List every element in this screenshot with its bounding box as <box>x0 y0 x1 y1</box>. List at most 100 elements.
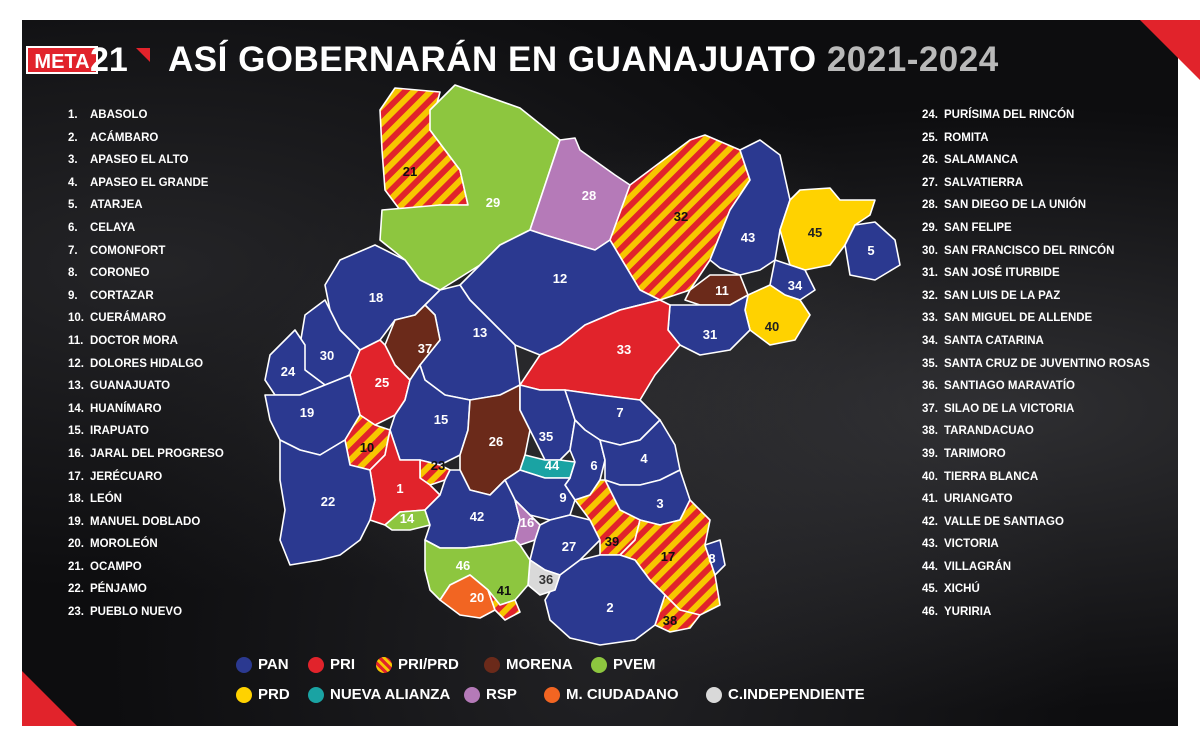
municipality-name: CORONEO <box>90 267 150 280</box>
page-title: ASÍ GOBERNARÁN EN GUANAJUATO 2021-2024 <box>168 40 999 80</box>
legend-item-prp: PRI/PRD <box>376 656 459 673</box>
legend-label: PRI <box>330 656 356 673</box>
municipality-name: ATARJEA <box>90 199 143 212</box>
map-label-33: 33 <box>617 342 631 357</box>
corner-decoration-bottom-left <box>22 671 77 726</box>
municipality-number: 42. <box>922 515 938 528</box>
map-label-14: 14 <box>400 511 415 526</box>
municipality-number: 30. <box>922 244 938 257</box>
map-label-28: 28 <box>582 188 596 203</box>
municipality-list-item: 12. DOLORES HIDALGO <box>68 353 224 376</box>
map-label-20: 20 <box>470 590 484 605</box>
municipality-name: MOROLEÓN <box>90 538 158 551</box>
municipality-name: JARAL DEL PROGRESO <box>90 447 224 460</box>
municipality-number: 5. <box>68 199 78 212</box>
municipality-name: VILLAGRÁN <box>944 560 1012 573</box>
municipality-number: 41. <box>922 493 938 506</box>
municipality-name: SALAMANCA <box>944 154 1019 167</box>
map-label-29: 29 <box>486 195 500 210</box>
municipality-list-item: 46. YURIRIA <box>922 601 1150 624</box>
municipality-list-item: 30. SAN FRANCISCO DEL RINCÓN <box>922 240 1150 263</box>
municipality-number: 32. <box>922 289 938 302</box>
municipality-name: SAN FRANCISCO DEL RINCÓN <box>944 244 1115 257</box>
legend: PAN PRI PRI/PRD MORENA PVEM PRD NUEVA ALIANZA R… <box>236 654 936 714</box>
region-5 <box>844 221 901 281</box>
legend-swatch-icon <box>706 686 722 703</box>
legend-label: RSP <box>486 686 517 703</box>
municipality-list-item: 11. DOCTOR MORA <box>68 330 224 353</box>
municipality-list-item: 24. PURÍSIMA DEL RINCÓN <box>922 104 1150 127</box>
map-label-15: 15 <box>434 412 448 427</box>
map-label-36: 36 <box>539 572 553 587</box>
municipality-list-item: 23. PUEBLO NUEVO <box>68 601 224 624</box>
municipality-list-right: 24. PURÍSIMA DEL RINCÓN 25. ROMITA 26. SALAMA… <box>922 104 1150 624</box>
legend-item-mor: MORENA <box>484 656 573 673</box>
municipality-list-item: 8. CORONEO <box>68 262 224 285</box>
municipality-name: TARIMORO <box>944 447 1006 460</box>
map-label-2: 2 <box>606 600 613 615</box>
legend-swatch-icon <box>544 686 560 703</box>
legend-swatch-icon <box>484 656 500 673</box>
municipality-number: 21. <box>68 560 84 573</box>
municipality-number: 7. <box>68 244 78 257</box>
municipality-list-item: 26. SALAMANCA <box>922 149 1150 172</box>
municipality-name: SAN MIGUEL DE ALLENDE <box>944 312 1093 325</box>
municipality-list-item: 42. VALLE DE SANTIAGO <box>922 511 1150 534</box>
municipality-number: 8. <box>68 267 78 280</box>
legend-label: PRI/PRD <box>398 656 459 673</box>
municipality-name: DOCTOR MORA <box>90 334 178 347</box>
municipality-name: CUERÁMARO <box>90 312 167 325</box>
municipality-name: XICHÚ <box>944 583 980 596</box>
municipality-list-item: 18. LEÓN <box>68 488 224 511</box>
municipality-name: SAN JOSÉ ITURBIDE <box>944 267 1060 280</box>
municipality-number: 19. <box>68 515 84 528</box>
municipality-number: 35. <box>922 357 938 370</box>
map-label-16: 16 <box>520 515 534 530</box>
map-label-38: 38 <box>663 613 677 628</box>
municipality-list-item: 9. CORTAZAR <box>68 285 224 308</box>
meta21-logo: META 21 <box>26 40 154 80</box>
municipality-list-item: 39. TARIMORO <box>922 443 1150 466</box>
municipality-name: SANTA CRUZ DE JUVENTINO ROSAS <box>944 357 1150 370</box>
legend-swatch-icon <box>236 656 252 673</box>
legend-label: M. CIUDADANO <box>566 686 679 703</box>
legend-label: PRD <box>258 686 290 703</box>
legend-item-mc: M. CIUDADANO <box>544 686 679 703</box>
legend-item-ind: C.INDEPENDIENTE <box>706 686 865 703</box>
municipality-name: PURÍSIMA DEL RINCÓN <box>944 109 1075 121</box>
municipality-number: 11. <box>68 334 84 347</box>
legend-item-prd: PRD <box>236 686 290 703</box>
legend-label: PAN <box>258 656 289 673</box>
municipality-number: 22. <box>68 583 84 596</box>
municipality-name: PUEBLO NUEVO <box>90 606 183 619</box>
map-label-30: 30 <box>320 348 334 363</box>
map-label-6: 6 <box>590 458 597 473</box>
municipality-list-item: 35. SANTA CRUZ DE JUVENTINO ROSAS <box>922 353 1150 376</box>
map-label-12: 12 <box>553 271 567 286</box>
municipality-name: OCAMPO <box>90 560 142 573</box>
municipality-number: 10. <box>68 312 84 325</box>
map-label-45: 45 <box>808 225 822 240</box>
municipality-number: 44. <box>922 560 938 573</box>
municipality-list-item: 25. ROMITA <box>922 127 1150 150</box>
region-1 <box>369 429 441 526</box>
municipality-list-item: 37. SILAO DE LA VICTORIA <box>922 398 1150 421</box>
municipality-number: 15. <box>68 425 84 438</box>
title-years: 2021-2024 <box>826 40 999 79</box>
municipality-list-item: 32. SAN LUIS DE LA PAZ <box>922 285 1150 308</box>
legend-item-rsp: RSP <box>464 686 517 703</box>
municipality-name: SAN LUIS DE LA PAZ <box>944 289 1061 302</box>
municipality-list-item: 45. XICHÚ <box>922 578 1150 601</box>
municipality-name: SANTIAGO MARAVATÍO <box>944 380 1075 393</box>
region-43 <box>709 139 791 276</box>
map-label-13: 13 <box>473 325 487 340</box>
municipality-list-item: 21. OCAMPO <box>68 556 224 579</box>
logo-triangle-icon <box>136 48 150 62</box>
map-label-25: 25 <box>375 375 389 390</box>
map-label-35: 35 <box>539 429 553 444</box>
municipality-number: 24. <box>922 109 938 121</box>
municipality-list-item: 14. HUANÍMARO <box>68 398 224 421</box>
map-label-26: 26 <box>489 434 503 449</box>
municipality-name: URIANGATO <box>944 493 1013 506</box>
